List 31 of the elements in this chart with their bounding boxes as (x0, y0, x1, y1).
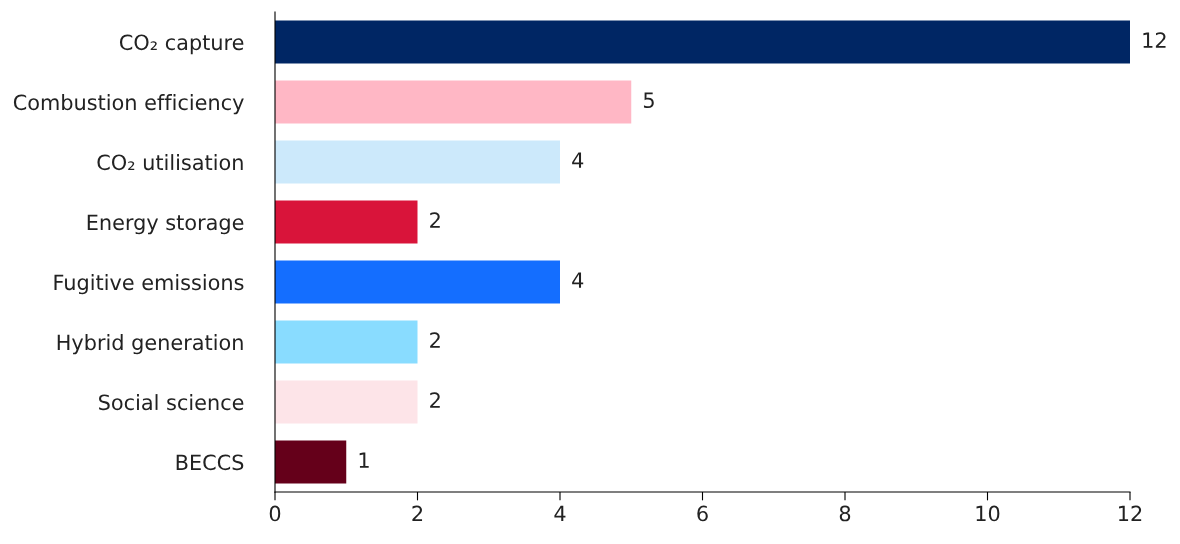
bar (275, 260, 560, 304)
x-tick-label: 6 (697, 505, 708, 522)
y-tick-label: Combustion efficiency (13, 94, 244, 115)
x-tick-label: 2 (412, 505, 423, 522)
y-tick-label: Hybrid generation (57, 334, 243, 355)
x-tick-label: 4 (554, 505, 566, 522)
data-label: 2 (430, 392, 440, 408)
y-tick-label: BECCS (176, 454, 244, 471)
y-tick-label: Fugitive emissions (54, 274, 244, 295)
data-label: 2 (430, 212, 440, 228)
x-tick-label: 0 (269, 505, 281, 522)
bar (275, 20, 1130, 64)
y-tick-label: Social science (99, 394, 244, 411)
x-tick-label: 12 (1119, 505, 1142, 522)
y-tick-label: Energy storage (87, 214, 244, 235)
y-tick-label: CO₂ capture (119, 34, 244, 55)
bar (275, 80, 632, 124)
x-tick-label: 10 (976, 505, 1000, 522)
data-label: 1 (359, 452, 369, 468)
bar (275, 440, 347, 484)
data-label: 2 (430, 332, 440, 348)
data-label: 4 (572, 152, 584, 168)
y-tick-label: CO₂ utilisation (97, 154, 243, 171)
data-label: 12 (1143, 32, 1166, 48)
data-label: 5 (643, 92, 654, 109)
bar (275, 200, 418, 244)
bar (275, 320, 418, 364)
bar (275, 380, 418, 424)
data-label: 4 (572, 272, 584, 288)
bar (275, 140, 560, 184)
x-tick-label: 8 (839, 505, 851, 522)
